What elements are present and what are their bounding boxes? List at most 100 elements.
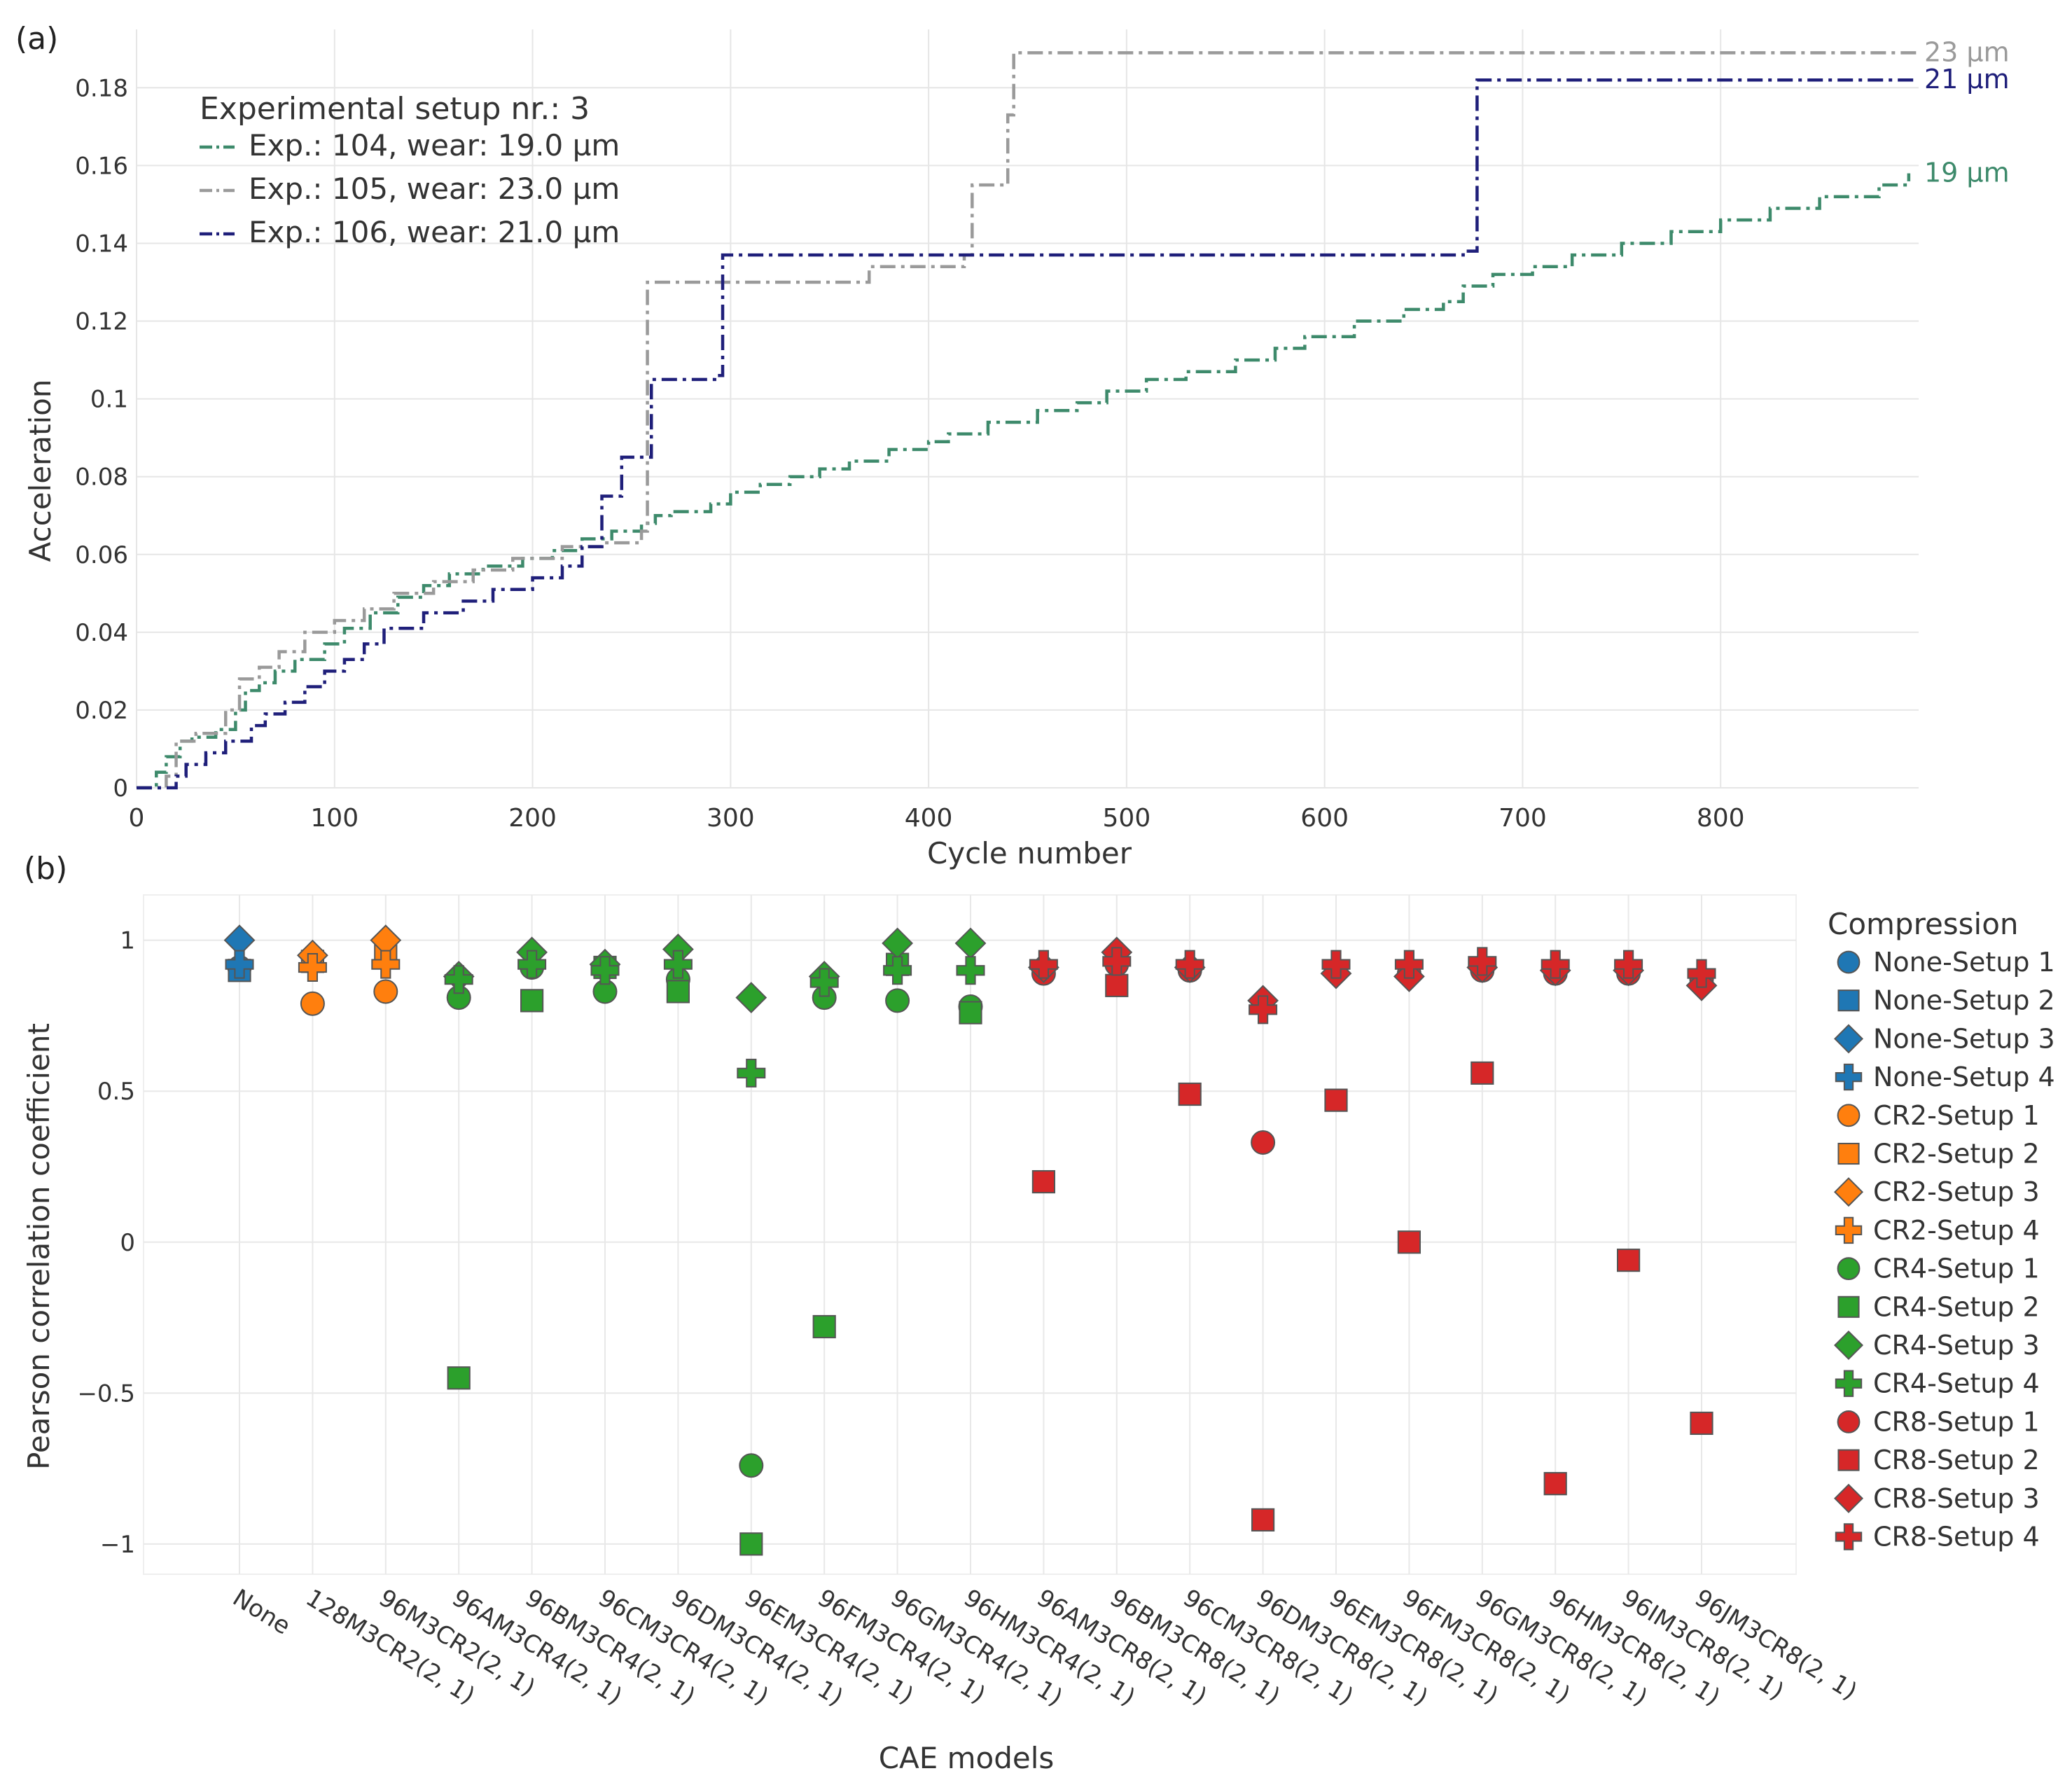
panel-b-label: (b): [24, 851, 67, 887]
point-none-setup-4: [225, 950, 254, 979]
point-cr8-setup-4: [1249, 995, 1278, 1025]
point-cr8-setup-2: [1397, 1230, 1421, 1254]
legend-entry: Exp.: 104, wear: 19.0 µm: [249, 128, 620, 162]
end-label-19-m: 19 µm: [1924, 157, 2010, 188]
point-cr4-setup-4: [883, 956, 912, 985]
point-cr4-setup-4: [809, 968, 839, 997]
legend-marker-cr4-setup-3: [1833, 1330, 1864, 1361]
y-tick-label: 1: [120, 927, 135, 955]
point-cr8-setup-2: [1251, 1508, 1275, 1532]
point-cr8-setup-1: [1251, 1130, 1276, 1155]
point-cr4-setup-2: [739, 1532, 763, 1556]
y-tick-label: 0.02: [75, 697, 128, 725]
legend-entry: CR4-Setup 4: [1873, 1368, 2040, 1399]
legend-marker-none-setup-4: [1835, 1063, 1863, 1091]
end-label-23-m: 23 µm: [1924, 36, 2010, 67]
point-cr8-setup-4: [1614, 950, 1643, 979]
x-tick-label: 700: [1499, 804, 1547, 833]
legend-marker-cr8-setup-2: [1837, 1449, 1860, 1471]
point-cr8-setup-4: [1102, 947, 1132, 976]
panel-a-x-axis-title: Cycle number: [927, 836, 1132, 870]
point-cr4-setup-4: [956, 956, 985, 985]
legend-marker-none-setup-2: [1837, 989, 1860, 1012]
legend-entry: CR4-Setup 3: [1873, 1330, 2040, 1361]
x-tick-label: 800: [1697, 804, 1745, 833]
point-cr8-setup-2: [1031, 1169, 1056, 1194]
legend-marker-cr8-setup-3: [1833, 1483, 1864, 1513]
point-cr8-setup-2: [1324, 1088, 1348, 1112]
legend-marker-cr8-setup-4: [1835, 1523, 1863, 1550]
y-tick-label: 0: [120, 1229, 135, 1257]
legend-marker-none-setup-3: [1833, 1024, 1864, 1054]
point-cr4-setup-2: [520, 989, 544, 1013]
panel-a-gridlines: [136, 29, 1919, 789]
point-cr8-setup-2: [1470, 1061, 1494, 1085]
series-line-23-m: [137, 51, 1919, 790]
point-cr8-setup-4: [1541, 950, 1570, 979]
legend-entry: None-Setup 4: [1873, 1062, 2055, 1092]
point-cr4-setup-1: [885, 988, 910, 1013]
point-cr4-setup-2: [959, 1001, 982, 1025]
panel-b-y-axis-title: Pearson correlation coefficient: [22, 1023, 56, 1470]
legend-entry: CR8-Setup 1: [1873, 1406, 2040, 1437]
legend-entry: CR8-Setup 2: [1873, 1445, 2040, 1475]
x-tick-label: 400: [905, 804, 953, 833]
y-tick-label: 0.5: [97, 1078, 135, 1106]
legend-marker-cr4-setup-4: [1835, 1370, 1863, 1397]
point-cr8-setup-4: [1321, 950, 1351, 979]
legend-marker-cr4-setup-2: [1837, 1296, 1860, 1318]
legend-entry: None-Setup 2: [1873, 985, 2055, 1016]
legend-entry: CR4-Setup 2: [1873, 1291, 2040, 1322]
point-cr2-setup-1: [373, 979, 398, 1004]
panel-b-legend: Compression None-Setup 1 None-Setup 2 None…: [1828, 907, 2055, 1553]
panel-b-x-axis-title: CAE models: [879, 1741, 1055, 1775]
x-tick-label: 200: [508, 804, 557, 833]
y-tick-label: 0.16: [75, 152, 128, 180]
legend-marker-cr2-setup-1: [1837, 1104, 1861, 1127]
point-cr4-setup-1: [739, 1453, 764, 1478]
y-tick-label: 0.12: [75, 308, 128, 336]
x-tick-label: 100: [310, 804, 359, 833]
legend-entry: CR2-Setup 3: [1873, 1176, 2040, 1207]
point-cr8-setup-2: [1543, 1472, 1567, 1496]
legend-marker-cr2-setup-3: [1833, 1177, 1864, 1207]
legend-entry: CR2-Setup 2: [1873, 1139, 2040, 1169]
x-tick-label: 300: [707, 804, 755, 833]
legend-entry: Exp.: 106, wear: 21.0 µm: [249, 215, 620, 249]
legend-marker-cr2-setup-2: [1837, 1142, 1860, 1165]
y-tick-label: −0.5: [77, 1380, 135, 1408]
legend-marker-cr4-setup-1: [1837, 1257, 1861, 1280]
legend-marker-cr8-setup-1: [1837, 1410, 1861, 1433]
series-line-21-m: [137, 78, 1919, 790]
y-tick-label: 0.08: [75, 464, 128, 492]
point-cr4-setup-4: [663, 950, 693, 979]
legend-entry: CR2-Setup 1: [1873, 1100, 2040, 1131]
x-tick-label: 600: [1300, 804, 1349, 833]
point-cr4-setup-4: [590, 956, 620, 985]
legend-entry: None-Setup 1: [1873, 947, 2055, 978]
point-cr8-setup-2: [1617, 1249, 1641, 1272]
panel-a-legend: Experimental setup nr.: 3 Exp.: 104, wea…: [200, 91, 620, 249]
legend-entry: CR4-Setup 1: [1873, 1253, 2040, 1284]
legend-marker-cr2-setup-4: [1835, 1216, 1863, 1244]
y-tick-label: 0.14: [75, 230, 128, 258]
point-cr4-setup-2: [666, 980, 690, 1003]
point-cr2-setup-4: [298, 952, 327, 982]
legend-entry: CR8-Setup 4: [1873, 1522, 2040, 1553]
point-cr8-setup-2: [1105, 973, 1129, 997]
point-cr8-setup-4: [1468, 947, 1497, 976]
point-cr8-setup-4: [1394, 950, 1424, 979]
point-cr8-setup-4: [1175, 950, 1204, 979]
point-cr8-setup-4: [1687, 959, 1716, 988]
point-cr8-setup-4: [1029, 950, 1058, 979]
y-tick-label: 0.18: [75, 74, 128, 102]
point-cr4-setup-4: [737, 1058, 766, 1088]
point-cr8-setup-2: [1178, 1082, 1202, 1106]
panel-b-markers: [223, 924, 1718, 1556]
point-cr4-setup-3: [735, 982, 767, 1013]
point-cr4-setup-2: [447, 1366, 471, 1390]
x-tick-label: 0: [129, 804, 145, 833]
point-cr4-setup-4: [517, 950, 547, 979]
point-cr4-setup-4: [444, 965, 473, 994]
